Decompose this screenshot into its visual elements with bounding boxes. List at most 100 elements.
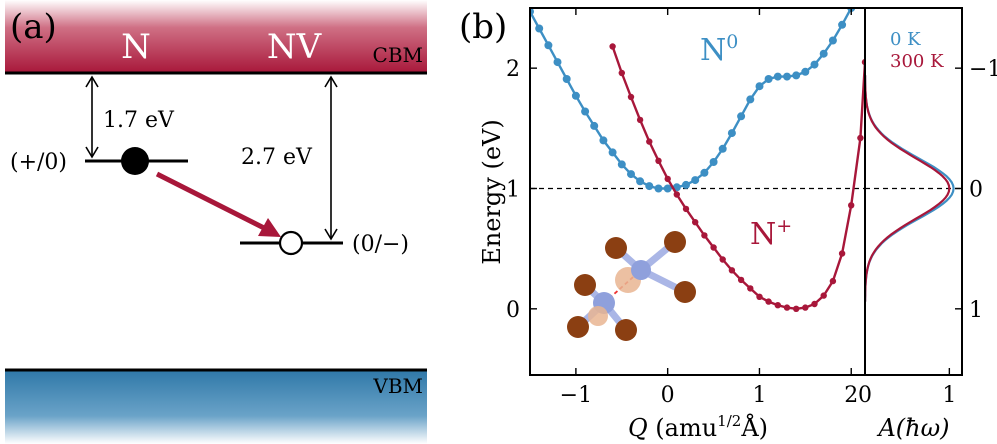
data-point	[801, 67, 810, 76]
atom-n	[631, 260, 651, 280]
data-point	[765, 298, 772, 305]
data-point	[792, 71, 801, 80]
x-axis-label: Q (amu1/2Å)	[628, 412, 768, 442]
data-point	[811, 300, 818, 308]
data-point	[783, 72, 791, 81]
y-tick-label: 0	[506, 298, 520, 323]
y-tick-label: 1	[506, 177, 520, 202]
data-point	[773, 72, 782, 81]
side-x-axis-label: A(ħω)	[876, 414, 949, 442]
transfer-arrow-head	[258, 218, 281, 237]
data-point	[783, 304, 791, 311]
vbm-label: VBM	[372, 374, 423, 398]
x-tick-label: 1	[752, 383, 766, 408]
data-point	[663, 184, 672, 193]
cbm-label: CBM	[373, 43, 423, 67]
data-point	[571, 91, 580, 100]
data-point	[727, 129, 736, 138]
side-plot-frame	[864, 7, 963, 376]
data-point	[746, 95, 755, 104]
data-point	[728, 267, 736, 274]
data-point	[852, 0, 860, 2]
data-point	[692, 219, 699, 226]
data-point	[636, 116, 644, 124]
x-tick-label: 2	[844, 383, 858, 408]
data-point	[838, 250, 846, 257]
panel-b: (b) −1 0 1 2 012 N0 N+ Energy (eV) Q (amu1/…	[459, 0, 997, 442]
occupied-state-icon	[121, 147, 149, 175]
data-point	[857, 134, 864, 142]
atom-c	[605, 237, 627, 259]
atom-c	[664, 231, 686, 253]
data-point	[646, 138, 653, 145]
legend-0k: 0 K	[890, 29, 921, 50]
data-point	[664, 175, 671, 183]
data-point	[756, 293, 763, 300]
data-point	[755, 82, 764, 91]
panel-b-label: (b)	[459, 7, 507, 47]
atom-c	[567, 316, 589, 338]
data-point	[581, 107, 590, 116]
data-point	[682, 205, 690, 213]
data-point	[737, 276, 745, 284]
data-point	[645, 182, 654, 191]
data-point	[618, 69, 625, 77]
y-axis-label: Energy (eV)	[478, 119, 506, 264]
lineshape-300k	[864, 75, 951, 302]
data-point	[655, 157, 662, 164]
series-layer	[530, 0, 865, 312]
data-point	[737, 112, 746, 121]
atomic-structure-inset	[567, 231, 696, 341]
data-point	[701, 232, 708, 239]
data-point	[810, 60, 819, 69]
data-point	[691, 176, 700, 185]
gap-arrow-2-bottom-head	[324, 228, 338, 241]
lineshape-layer	[864, 75, 955, 302]
n-label: N	[121, 27, 151, 67]
right-tick-label: 0	[969, 177, 983, 202]
atom-c	[674, 281, 696, 303]
x-tick-label: −1	[560, 383, 592, 408]
y-tick-label: 2	[506, 57, 520, 82]
data-point	[829, 277, 837, 285]
data-point	[627, 93, 635, 101]
panel-a: (a) N NV CBM VBM (+/0) 1.7 eV (0/−) 2.7 …	[5, 0, 427, 444]
cbm-band	[5, 0, 427, 73]
data-point	[819, 49, 828, 58]
panel-a-label: (a)	[10, 7, 57, 47]
data-point	[774, 302, 781, 309]
data-point	[599, 136, 608, 145]
atom-shell	[588, 306, 608, 326]
data-point	[820, 292, 827, 299]
data-point	[718, 144, 727, 153]
data-point	[553, 58, 562, 67]
atom-c	[574, 274, 596, 296]
empty-state-icon	[278, 230, 304, 256]
data-point	[848, 202, 855, 209]
side-x-tick-label: 0	[858, 383, 872, 408]
curve-label-n0: N0	[700, 31, 738, 68]
gap-arrow-1-bottom-head	[85, 146, 99, 159]
data-point	[682, 180, 690, 189]
atom-c	[615, 319, 637, 341]
x-tick-label: 0	[661, 383, 675, 408]
gap1-label: 1.7 eV	[103, 108, 175, 133]
y-ticks: 0 1 2	[506, 57, 537, 323]
gap-arrow-1-top-head	[85, 75, 99, 88]
data-point	[719, 256, 726, 263]
data-point	[700, 168, 709, 177]
gap-arrow-2-top-head	[324, 75, 338, 88]
data-point	[535, 24, 544, 33]
data-point	[544, 41, 553, 50]
data-point	[764, 75, 773, 83]
right-tick-label: 1	[969, 298, 983, 323]
data-point	[636, 177, 645, 186]
data-point	[673, 191, 680, 198]
n-level-label: (+/0)	[10, 150, 67, 175]
side-x-tick-label: 1	[942, 383, 956, 408]
right-ticks: −1 0 1	[955, 57, 997, 323]
data-point	[828, 36, 837, 45]
